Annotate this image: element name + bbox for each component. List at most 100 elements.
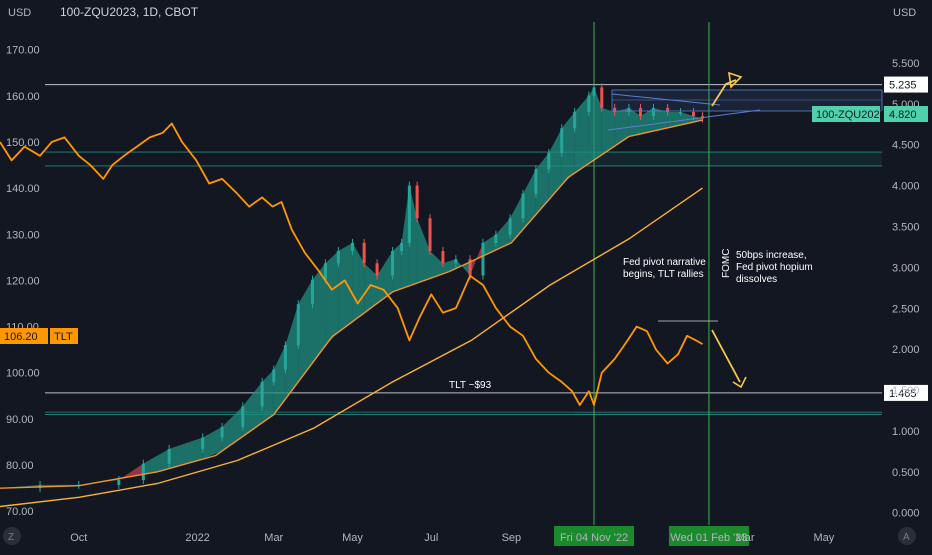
zq-price-name-badge <box>812 106 880 122</box>
ma-ribbon-segment <box>653 107 668 132</box>
x-axis-tick-label: 2022 <box>185 532 209 544</box>
down-arrow-shaft <box>711 329 741 383</box>
right-axis-tick-label: 0.000 <box>892 508 920 520</box>
left-axis-tick-label: 170.00 <box>6 45 40 57</box>
x-axis-tick-label: Jul <box>424 532 438 544</box>
candle-body <box>117 480 121 485</box>
candle-body <box>613 107 617 112</box>
right-axis-tick-label: 4.000 <box>892 181 920 193</box>
candle-body <box>627 107 631 112</box>
right-axis-tick-label: 5.500 <box>892 58 920 70</box>
ma-ribbon-segment <box>430 251 443 279</box>
ma-ribbon-segment <box>262 369 274 423</box>
ma-ribbon-segment <box>202 426 223 460</box>
levels-layer: 5.235 1.465 <box>45 76 928 415</box>
zq-price-value: 4.820 <box>889 109 917 121</box>
candle-body <box>351 242 355 252</box>
ma-ribbon-segment <box>273 345 286 415</box>
up-arrow-head <box>728 71 743 89</box>
annotation-fed-pivot-line-2: begins, TLT rallies <box>623 269 704 280</box>
moving-average-line <box>0 187 703 508</box>
candle-body <box>323 263 327 280</box>
left-axis-tick-label: 140.00 <box>6 183 40 195</box>
left-axis-tick-label: 130.00 <box>6 229 40 241</box>
candle-body <box>407 185 411 243</box>
x-axis-tick-label: Fri 04 Nov '22 <box>560 532 628 544</box>
candle-body <box>521 193 525 219</box>
candle-body <box>415 185 419 219</box>
candle-body <box>679 111 683 114</box>
annotation-tlt-93: TLT ~$93 <box>449 380 492 391</box>
ma-ribbon-segment <box>640 107 654 134</box>
ma-ribbon-segment <box>409 185 418 286</box>
ma-ribbon-segment <box>242 381 263 437</box>
candle-body <box>651 107 655 117</box>
ma-ribbon-segment <box>417 218 431 284</box>
ma-ribbon-segment <box>535 152 549 215</box>
annotation-fed-pivot-line-1: Fed pivot narrative <box>623 257 706 268</box>
ma-ribbon-segment <box>455 259 471 276</box>
left-corner-label: Z <box>8 532 14 543</box>
left-axis-tick-label: 160.00 <box>6 91 40 103</box>
candle-body <box>666 107 670 112</box>
drawings-layer <box>607 71 883 389</box>
ma-ribbon-segment <box>667 111 681 128</box>
x-axis-tick-label: May <box>813 532 834 544</box>
candle-body <box>141 463 145 481</box>
candle-body <box>375 263 379 276</box>
left-axis-tick-label: 80.00 <box>6 460 34 472</box>
candle-body <box>362 242 366 264</box>
candle-body <box>167 448 171 464</box>
right-axis-tick-label: 1.500 <box>892 385 920 397</box>
ma-ribbon-segment <box>285 304 299 400</box>
x-axis-tick-label: Wed 01 Feb '23 <box>670 532 747 544</box>
annotation-50bps-line-1: 50bps increase, <box>736 250 807 261</box>
tlt-price-name-badge <box>50 328 78 344</box>
left-axis-tick-label: 90.00 <box>6 414 34 426</box>
chart-title: 100-ZQU2023, 1D, CBOT <box>60 5 199 19</box>
candle-body <box>454 259 458 264</box>
left-corner-button[interactable] <box>3 527 21 545</box>
price-labels: 100-ZQU2023 4.820 106.20 TLT <box>0 106 928 344</box>
level-label: 1.465 <box>889 388 917 400</box>
annotation-50bps-line-2: Fed pivot hopium <box>736 262 813 273</box>
annotation-fed-pivot: Fed pivot narrative begins, TLT rallies <box>623 257 709 280</box>
ma-ribbon-segment <box>392 242 402 292</box>
ma-ribbon-segment <box>338 242 353 333</box>
level-label-badge <box>884 384 928 401</box>
ma-ribbon-segment <box>143 448 170 475</box>
candle-body <box>428 218 432 252</box>
triangle-upper-line <box>611 93 721 106</box>
left-axis-tick-label: 100.00 <box>6 368 40 380</box>
candle-body <box>296 304 300 346</box>
right-corner-button[interactable] <box>898 527 916 545</box>
axis-ticks-layer: 170.00160.00150.00140.00130.00120.00110.… <box>6 45 920 546</box>
tlt-price-value-badge <box>0 328 48 344</box>
right-axis-tick-label: 2.500 <box>892 303 920 315</box>
left-axis-tick-label: 70.00 <box>6 506 34 518</box>
ma-ribbon-segment <box>680 111 694 126</box>
support-zone <box>575 412 882 415</box>
candle-body <box>400 242 404 252</box>
ma-ribbon-segment <box>561 111 575 185</box>
x-axis-tick-label: May <box>342 532 363 544</box>
candle-body <box>600 87 604 108</box>
left-axis-tick-label: 150.00 <box>6 137 40 149</box>
chart-header: USD 100-ZQU2023, 1D, CBOT USD <box>8 5 916 19</box>
candle-body <box>311 279 315 305</box>
tlt-price-name: TLT <box>54 331 73 343</box>
right-corner-label: A <box>903 532 910 543</box>
candle-body <box>336 251 340 264</box>
level-label: 5.235 <box>889 80 917 92</box>
candle-body <box>547 152 551 170</box>
ma-ribbon-segment <box>325 251 339 346</box>
left-currency-label: USD <box>8 7 31 19</box>
zq-price-value-badge <box>884 106 928 122</box>
ma-ribbon-segment <box>298 279 313 382</box>
left-axis-tick-label: 120.00 <box>6 275 40 287</box>
right-currency-label: USD <box>893 7 916 19</box>
tlt-line <box>0 122 703 406</box>
x-axis-tick-label: Mar <box>264 532 283 544</box>
